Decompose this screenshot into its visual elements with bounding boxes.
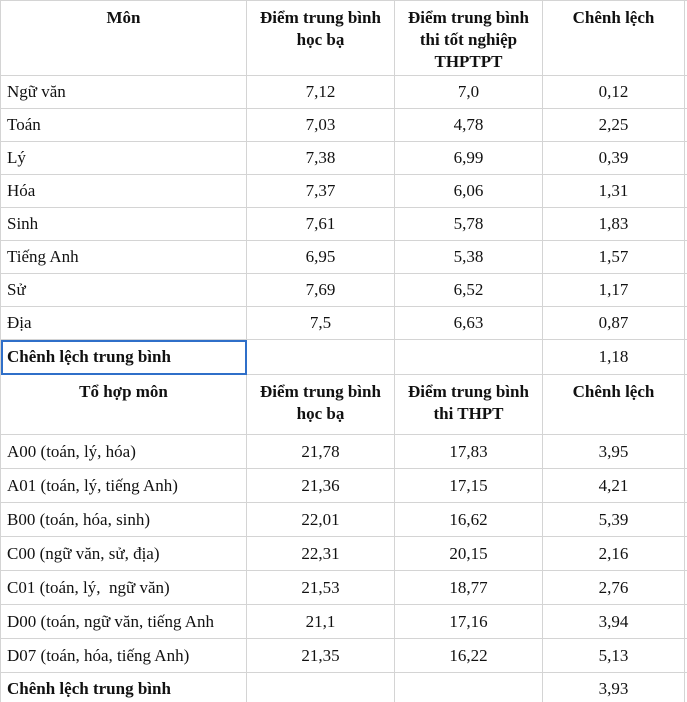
header-row: Tổ hợp môn Điểm trung bình học bạ Điểm tru… (0, 374, 687, 435)
data-row: Tiếng Anh 6,95 5,38 1,57 (0, 240, 687, 274)
header-cell: Môn (0, 0, 247, 76)
label-cell: Tiếng Anh (0, 240, 247, 274)
value-cell: 4,78 (394, 108, 543, 142)
label-cell: Hóa (0, 174, 247, 208)
value-cell: 21,36 (246, 468, 395, 503)
label-cell: Sử (0, 273, 247, 307)
value-cell: 1,83 (542, 207, 685, 241)
label-cell: C00 (ngữ văn, sử, địa) (0, 536, 247, 571)
label-cell: A00 (toán, lý, hóa) (0, 434, 247, 469)
value-cell: 16,22 (394, 638, 543, 673)
value-cell: 7,5 (246, 306, 395, 340)
value-cell: 7,03 (246, 108, 395, 142)
label-cell: D00 (toán, ngữ văn, tiếng Anh (0, 604, 247, 639)
value-cell: 17,16 (394, 604, 543, 639)
value-cell: 21,78 (246, 434, 395, 469)
label-cell: Lý (0, 141, 247, 175)
label-cell: D07 (toán, hóa, tiếng Anh) (0, 638, 247, 673)
value-cell: 0,87 (542, 306, 685, 340)
data-row: Sử 7,69 6,52 1,17 (0, 273, 687, 307)
value-cell: 5,39 (542, 502, 685, 537)
value-cell: 3,95 (542, 434, 685, 469)
data-row: Địa 7,5 6,63 0,87 (0, 306, 687, 340)
value-cell: 1,17 (542, 273, 685, 307)
summary-label: Chênh lệch trung bình (0, 339, 247, 375)
data-row: Hóa 7,37 6,06 1,31 (0, 174, 687, 208)
summary-row: Chênh lệch trung bình 1,18 (0, 339, 687, 375)
value-cell: 0,12 (542, 75, 685, 109)
value-cell: 7,69 (246, 273, 395, 307)
data-row: Lý 7,38 6,99 0,39 (0, 141, 687, 175)
value-cell: 5,78 (394, 207, 543, 241)
data-row: Ngữ văn 7,12 7,0 0,12 (0, 75, 687, 109)
label-cell: Sinh (0, 207, 247, 241)
value-cell: 17,83 (394, 434, 543, 469)
value-cell: 16,62 (394, 502, 543, 537)
label-cell: Địa (0, 306, 247, 340)
data-row: D00 (toán, ngữ văn, tiếng Anh 21,1 17,16 3,… (0, 604, 687, 639)
header-cell: Điểm trung bình thi tốt nghiệp THPTPT (394, 0, 543, 76)
header-row: Môn Điểm trung bình học bạ Điểm trung bình… (0, 0, 687, 76)
label-cell: A01 (toán, lý, tiếng Anh) (0, 468, 247, 503)
summary-value: 1,18 (542, 339, 685, 375)
value-cell: 7,12 (246, 75, 395, 109)
value-cell: 22,31 (246, 536, 395, 571)
header-cell: Chênh lệch (542, 374, 685, 435)
summary-value: 3,93 (542, 672, 685, 702)
summary-label: Chênh lệch trung bình (0, 672, 247, 702)
value-cell: 4,21 (542, 468, 685, 503)
value-cell: 6,63 (394, 306, 543, 340)
value-cell: 2,76 (542, 570, 685, 605)
label-cell: Toán (0, 108, 247, 142)
summary-row: Chênh lệch trung bình 3,93 (0, 672, 687, 702)
value-cell: 0,39 (542, 141, 685, 175)
label-cell: Ngữ văn (0, 75, 247, 109)
value-cell: 6,06 (394, 174, 543, 208)
value-cell: 7,0 (394, 75, 543, 109)
empty-cell (394, 672, 543, 702)
empty-cell (246, 672, 395, 702)
value-cell: 21,35 (246, 638, 395, 673)
value-cell: 7,37 (246, 174, 395, 208)
label-cell: B00 (toán, hóa, sinh) (0, 502, 247, 537)
value-cell: 21,1 (246, 604, 395, 639)
data-row: C00 (ngữ văn, sử, địa) 22,31 20,15 2,16 (0, 536, 687, 571)
value-cell: 7,61 (246, 207, 395, 241)
value-cell: 17,15 (394, 468, 543, 503)
value-cell: 3,94 (542, 604, 685, 639)
value-cell: 21,53 (246, 570, 395, 605)
data-row: Sinh 7,61 5,78 1,83 (0, 207, 687, 241)
data-row: B00 (toán, hóa, sinh) 22,01 16,62 5,39 (0, 502, 687, 537)
value-cell: 22,01 (246, 502, 395, 537)
value-cell: 6,99 (394, 141, 543, 175)
data-row: C01 (toán, lý, ngữ văn) 21,53 18,77 2,76 (0, 570, 687, 605)
value-cell: 1,57 (542, 240, 685, 274)
value-cell: 7,38 (246, 141, 395, 175)
value-cell: 5,13 (542, 638, 685, 673)
empty-cell (394, 339, 543, 375)
data-row: A01 (toán, lý, tiếng Anh) 21,36 17,15 4,21 (0, 468, 687, 503)
value-cell: 6,52 (394, 273, 543, 307)
value-cell: 1,31 (542, 174, 685, 208)
empty-cell (246, 339, 395, 375)
value-cell: 18,77 (394, 570, 543, 605)
value-cell: 6,95 (246, 240, 395, 274)
header-cell: Điểm trung bình học bạ (246, 0, 395, 76)
header-cell: Điểm trung bình học bạ (246, 374, 395, 435)
header-cell: Điểm trung bình thi THPT (394, 374, 543, 435)
header-cell: Chênh lệch (542, 0, 685, 76)
value-cell: 20,15 (394, 536, 543, 571)
label-cell: C01 (toán, lý, ngữ văn) (0, 570, 247, 605)
data-row: D07 (toán, hóa, tiếng Anh) 21,35 16,22 5,13 (0, 638, 687, 673)
data-row: A00 (toán, lý, hóa) 21,78 17,83 3,95 (0, 434, 687, 469)
value-cell: 2,16 (542, 536, 685, 571)
data-row: Toán 7,03 4,78 2,25 (0, 108, 687, 142)
header-cell: Tổ hợp môn (0, 374, 247, 435)
value-cell: 2,25 (542, 108, 685, 142)
value-cell: 5,38 (394, 240, 543, 274)
